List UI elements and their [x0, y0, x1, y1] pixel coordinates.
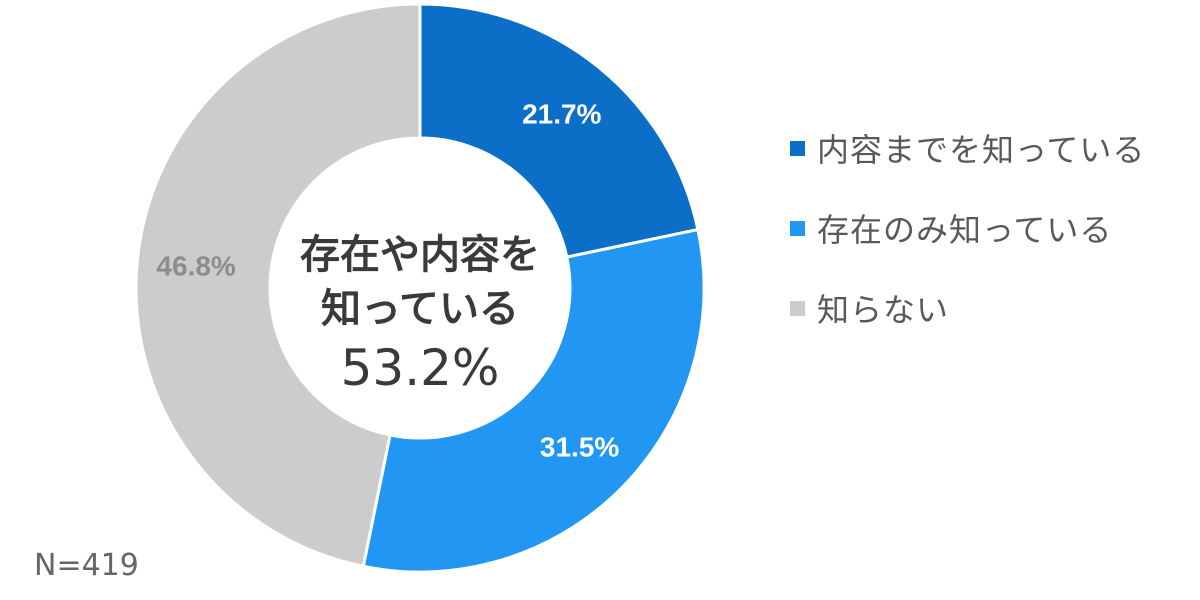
- legend-label: 内容までを知っている: [817, 131, 1146, 169]
- center-label-line2: 知っている: [321, 286, 519, 332]
- segment-value-label: 21.7%: [522, 98, 601, 129]
- legend-swatch-icon: [790, 300, 805, 316]
- donut-hole: [270, 138, 570, 438]
- sample-size-label: N=419: [34, 548, 139, 583]
- center-label: 存在や内容を 知っている 53.2%: [270, 228, 570, 400]
- legend-label: 存在のみ知っている: [817, 211, 1113, 249]
- legend-item-unknown: 知らない: [790, 288, 1145, 329]
- legend: 内容までを知っている 存在のみ知っている 知らない: [790, 128, 1145, 368]
- segment-value-label: 31.5%: [540, 432, 619, 463]
- segment-value-label: 46.8%: [156, 250, 235, 281]
- center-label-value: 53.2%: [340, 339, 500, 397]
- legend-item-existence-known: 存在のみ知っている: [790, 208, 1145, 249]
- legend-label: 知らない: [817, 291, 950, 329]
- legend-swatch-icon: [790, 220, 805, 236]
- legend-swatch-icon: [790, 140, 805, 156]
- center-label-line1: 存在や内容を: [300, 232, 540, 278]
- legend-item-content-known: 内容までを知っている: [790, 128, 1146, 169]
